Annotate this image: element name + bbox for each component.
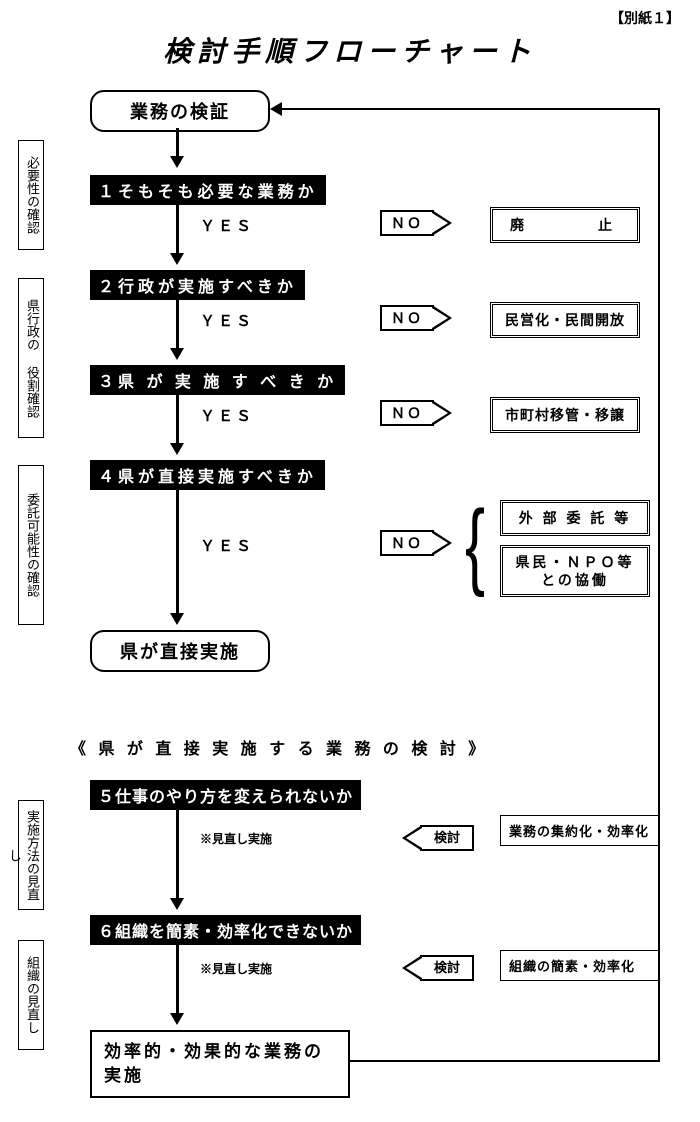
- section-2-title: 《 県 が 直 接 実 施 す る 業 務 の 検 討 》: [70, 735, 488, 759]
- side-label-necessity: 必要性の確認: [18, 140, 44, 250]
- yes-label: ＹＥＳ: [200, 535, 254, 556]
- arrow-down-icon: [170, 253, 184, 265]
- no-arrow: ＮＯ: [380, 400, 434, 426]
- result-transfer: 市町村移管・移譲: [490, 397, 640, 433]
- step-1: １そもそも必要な業務か: [90, 175, 326, 205]
- review-note: ※見直し実施: [200, 960, 272, 977]
- review-arrow: 検討: [420, 955, 474, 981]
- step-2: ２行政が実施すべきか: [90, 270, 305, 300]
- arrow-down-icon: [170, 348, 184, 360]
- page-title: 検討手順フローチャート: [0, 30, 700, 70]
- arrow-down-icon: [170, 156, 184, 168]
- arrow-down-icon: [170, 443, 184, 455]
- step-3: ３県 が 実 施 す べ き か: [90, 365, 345, 395]
- line: [176, 200, 179, 255]
- feedback-line-h1: [350, 1060, 660, 1062]
- start-box: 業務の検証: [90, 90, 270, 132]
- result-privatize: 民営化・民間開放: [490, 302, 640, 338]
- result-npo: 県民・ＮＰＯ等との協働: [500, 545, 650, 597]
- arrow-left-icon: [270, 102, 282, 116]
- step-4: ４県が直接実施すべきか: [90, 460, 325, 490]
- line: [176, 295, 179, 350]
- review-box-2: 組織の簡素・効率化: [500, 950, 660, 981]
- line: [176, 390, 179, 445]
- step-6: ６組織を簡素・効率化できないか: [90, 915, 361, 945]
- final-box: 効率的・効果的な業務の実施: [90, 1030, 350, 1098]
- arrow-down-icon: [170, 613, 184, 625]
- page-label: 【別紙１】: [610, 8, 680, 28]
- line: [176, 485, 179, 615]
- feedback-line-h2: [282, 108, 660, 110]
- brace-icon: {: [465, 497, 485, 593]
- review-box-1: 業務の集約化・効率化: [500, 815, 660, 846]
- side-label-org: 組織の見直し: [18, 940, 44, 1050]
- yes-label: ＹＥＳ: [200, 310, 254, 331]
- feedback-line-v: [658, 108, 660, 1062]
- result-outsource: 外 部 委 託 等: [500, 500, 650, 536]
- no-arrow: ＮＯ: [380, 305, 434, 331]
- review-arrow: 検討: [420, 825, 474, 851]
- line: [176, 128, 179, 158]
- side-label-method: 実施方法の見直し: [18, 800, 44, 910]
- line: [176, 805, 179, 900]
- line: [176, 940, 179, 1015]
- review-note: ※見直し実施: [200, 830, 272, 847]
- yes-label: ＹＥＳ: [200, 215, 254, 236]
- side-label-outsource: 委託可能性の確認: [18, 465, 44, 625]
- no-arrow: ＮＯ: [380, 210, 434, 236]
- result-abolish: 廃 止: [490, 207, 640, 243]
- step-5: ５仕事のやり方を変えられないか: [90, 780, 361, 810]
- yes-label: ＹＥＳ: [200, 405, 254, 426]
- side-label-role: 県行政の 役割確認: [18, 278, 44, 438]
- direct-box: 県が直接実施: [90, 630, 270, 672]
- no-arrow: ＮＯ: [380, 530, 434, 556]
- arrow-down-icon: [170, 1013, 184, 1025]
- arrow-down-icon: [170, 898, 184, 910]
